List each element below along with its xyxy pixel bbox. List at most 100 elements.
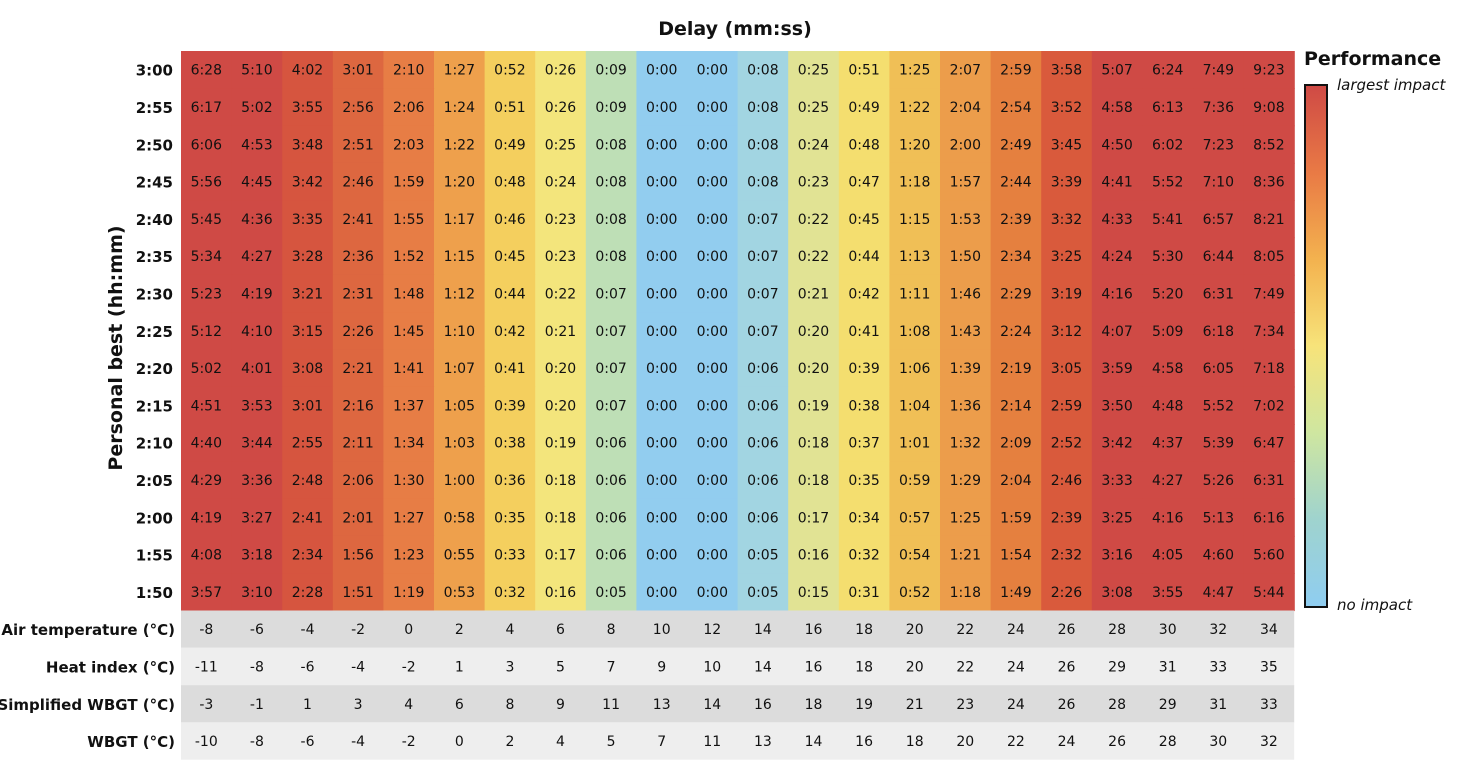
cell-value-label: 0:20 [798, 324, 829, 340]
heatmap-cell [1041, 573, 1093, 612]
cell-value-label: 3:45 [1051, 137, 1082, 153]
cell-value-label: 1:12 [444, 286, 475, 302]
heatmap-cell [484, 424, 536, 462]
row-tick-label: 1:55 [136, 547, 173, 565]
cell-value-label: 2:01 [342, 510, 373, 526]
cell-value-label: 1:57 [950, 175, 981, 191]
cell-value-label: 4:37 [1152, 436, 1183, 452]
heatmap-cell [1142, 51, 1194, 89]
condition-value-label: 22 [956, 659, 974, 675]
heatmap-cell [585, 200, 637, 239]
condition-value-label: -3 [199, 697, 213, 713]
cell-value-label: 4:10 [241, 324, 272, 340]
heatmap-cell [484, 535, 536, 574]
heatmap-cell [1041, 349, 1093, 388]
heatmap-cell [231, 274, 283, 313]
cell-value-label: 1:17 [444, 212, 475, 228]
heatmap-cell [1091, 237, 1143, 276]
heatmap-cell [1243, 461, 1295, 500]
condition-value-label: 26 [1058, 622, 1076, 638]
row-tick-label: 2:45 [136, 174, 173, 192]
heatmap-cell [737, 274, 789, 313]
heatmap-cell [535, 312, 587, 350]
cell-value-label: 1:07 [444, 361, 475, 377]
cell-value-label: 1:25 [899, 63, 930, 79]
heatmap-cell [383, 573, 435, 612]
heatmap-cell [737, 125, 789, 164]
cell-value-label: 0:08 [747, 100, 778, 116]
heatmap-cell [181, 237, 233, 276]
heatmap-cell [1193, 274, 1245, 313]
condition-value-label: 14 [754, 622, 772, 638]
heatmap-cell [383, 125, 435, 164]
heatmap-cell [484, 51, 536, 89]
heatmap-cell [181, 51, 233, 89]
cell-value-label: 0:47 [848, 175, 879, 191]
heatmap-cell [889, 51, 941, 89]
heatmap-cell [231, 162, 283, 201]
heatmap-cell [231, 51, 283, 89]
condition-value-label: 4 [404, 697, 413, 713]
cell-value-label: 0:25 [798, 63, 829, 79]
heatmap-cell [383, 88, 435, 127]
heatmap-cell [282, 573, 334, 612]
condition-value-label: 24 [1007, 697, 1025, 713]
heatmap-cell [1091, 498, 1143, 537]
heatmap-cell [687, 125, 739, 164]
heatmap-cell [737, 386, 789, 425]
cell-value-label: 1:52 [393, 249, 424, 265]
condition-value-label: 9 [556, 697, 565, 713]
heatmap-cell [889, 274, 941, 313]
heatmap-cell [889, 386, 941, 425]
heatmap-cell [1142, 274, 1194, 313]
heatmap-cell [1041, 535, 1093, 574]
condition-value-label: 28 [1108, 697, 1126, 713]
cell-value-label: 0:52 [494, 63, 525, 79]
cell-value-label: 3:57 [191, 585, 222, 601]
heatmap-cell [484, 125, 536, 164]
condition-value-label: 24 [1058, 734, 1076, 750]
cell-value-label: 1:53 [950, 212, 981, 228]
heatmap-cell [1142, 386, 1194, 425]
cell-value-label: 0:31 [848, 585, 879, 601]
cell-value-label: 0:20 [545, 398, 576, 414]
row-tick-label: 2:30 [136, 285, 173, 303]
cell-value-label: 1:18 [899, 175, 930, 191]
heatmap-cell [788, 51, 840, 89]
heatmap-cell [535, 274, 587, 313]
condition-value-label: 16 [855, 734, 873, 750]
heatmap-cell [181, 162, 233, 201]
cell-value-label: 1:46 [950, 286, 982, 302]
cell-value-label: 3:55 [292, 100, 323, 116]
heatmap-cell [484, 386, 536, 425]
cell-value-label: 7:02 [1253, 398, 1284, 414]
cell-value-label: 3:15 [292, 324, 323, 340]
cell-value-label: 9:08 [1253, 100, 1284, 116]
cell-value-label: 4:53 [241, 137, 272, 153]
heatmap-cell [838, 424, 890, 462]
heatmap-cell [889, 461, 941, 500]
cell-value-label: 0:23 [798, 175, 829, 191]
cell-value-label: 0:52 [899, 585, 930, 601]
condition-value-label: 20 [956, 734, 974, 750]
heatmap-cell [535, 424, 587, 462]
heatmap-cell [687, 237, 739, 276]
heatmap-cell [332, 125, 384, 164]
heatmap-cell [585, 88, 637, 127]
cell-value-label: 0:00 [697, 100, 728, 116]
cell-value-label: 4:51 [191, 398, 222, 414]
heatmap-cell [1091, 51, 1143, 89]
condition-row-band [181, 722, 1295, 760]
cell-value-label: 7:18 [1253, 361, 1284, 377]
heatmap-cell [585, 535, 637, 574]
cell-value-label: 6:16 [1253, 510, 1285, 526]
heatmap-cell [1091, 88, 1143, 127]
cell-value-label: 0:07 [747, 249, 778, 265]
condition-value-label: 14 [805, 734, 823, 750]
cell-value-label: 4:05 [1152, 548, 1183, 564]
heatmap-cell [1091, 162, 1143, 201]
row-tick-label: 2:00 [136, 509, 173, 527]
heatmap-cell [1091, 274, 1143, 313]
heatmap-cell [1142, 424, 1194, 462]
heatmap-cell [282, 535, 334, 574]
